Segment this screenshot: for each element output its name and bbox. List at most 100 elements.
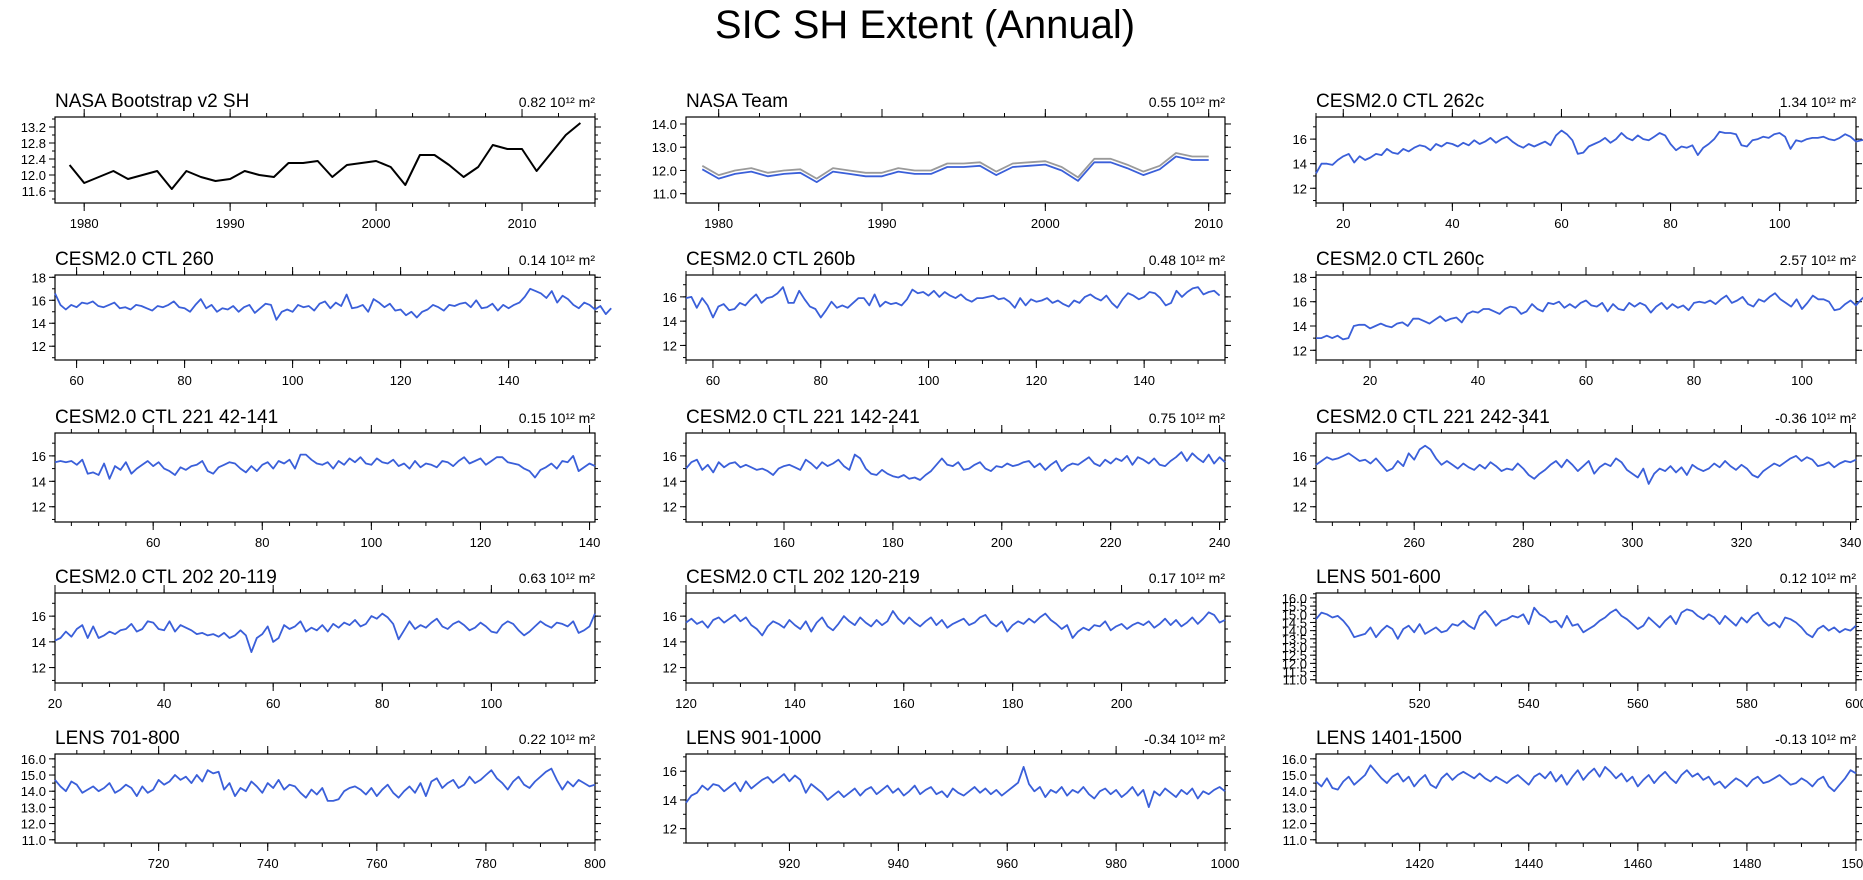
- y-tick-label: 14: [663, 793, 677, 808]
- panel-title: LENS 701-800: [55, 728, 180, 749]
- chart-panel-12: LENS 501-600 0.12 10¹² m² 11.011.512.012.5…: [1282, 567, 1863, 711]
- y-tick-label: 16: [663, 609, 677, 624]
- x-tick-label: 120: [390, 373, 412, 388]
- panel-trend-label: -0.36 10¹² m²: [1775, 410, 1856, 426]
- x-tick-label: 80: [814, 373, 828, 388]
- y-tick-label: 12: [663, 338, 677, 353]
- x-tick-label: 2000: [1031, 216, 1060, 231]
- x-tick-label: 1480: [1732, 856, 1761, 871]
- y-tick-label: 12: [32, 661, 46, 676]
- panel-title: CESM2.0 CTL 260c: [1316, 249, 1484, 270]
- y-tick-label: 12.5: [1282, 648, 1307, 663]
- x-tick-label: 1420: [1405, 856, 1434, 871]
- y-tick-label: 14: [663, 314, 677, 329]
- trend-value: 0.82: [519, 94, 550, 110]
- y-tick-label: 11.0: [22, 833, 46, 848]
- series-line: [1315, 606, 1857, 640]
- plot-frame: [1315, 753, 1857, 844]
- y-tick-label: 12.0: [21, 168, 46, 183]
- y-tick-label: 12: [663, 822, 677, 837]
- y-tick-label: 11.5: [1283, 665, 1307, 680]
- series-line: [701, 155, 1209, 184]
- panel-title: CESM2.0 CTL 202 120-219: [686, 567, 920, 588]
- plot-frame: [685, 753, 1226, 844]
- panel-title: CESM2.0 CTL 221 42-141: [55, 407, 278, 428]
- trend-value: 2.57: [1780, 252, 1811, 268]
- x-tick-label: 60: [146, 535, 160, 550]
- trend-unit: 10¹² m²: [1180, 252, 1225, 268]
- x-tick-label: 260: [1403, 535, 1425, 550]
- series-line: [1315, 764, 1857, 793]
- y-tick-label: 13.0: [652, 140, 677, 155]
- y-tick-label: 14.0: [1282, 784, 1307, 799]
- panel-trend-label: 0.55 10¹² m²: [1149, 94, 1226, 110]
- x-tick-label: 20: [1336, 216, 1350, 231]
- trend-value: 1.34: [1780, 94, 1811, 110]
- x-tick-label: 1980: [704, 216, 733, 231]
- y-tick-label: 14: [1293, 157, 1307, 172]
- chart-panel-7: CESM2.0 CTL 221 42-141 0.15 10¹² m² 12 14 16…: [32, 407, 601, 550]
- x-tick-label: 2010: [1194, 216, 1223, 231]
- plot-frame: [1315, 432, 1857, 523]
- x-tick-label: 720: [148, 856, 170, 871]
- trend-value: 0.48: [1149, 252, 1180, 268]
- y-tick-label: 12: [663, 661, 677, 676]
- x-tick-label: 2000: [362, 216, 391, 231]
- y-tick-label: 14: [32, 635, 46, 650]
- series-line: [685, 451, 1226, 481]
- chart-panel-8: CESM2.0 CTL 221 142-241 0.75 10¹² m² 12 14 1…: [663, 407, 1231, 550]
- panel-title: LENS 901-1000: [686, 728, 821, 749]
- panel-title: NASA Bootstrap v2 SH: [55, 91, 249, 112]
- y-tick-label: 12.8: [21, 136, 46, 151]
- y-tick-label: 14.5: [1282, 615, 1307, 630]
- series-line: [701, 152, 1209, 180]
- series-line: [68, 122, 582, 190]
- x-tick-label: 560: [1627, 696, 1649, 711]
- x-tick-label: 100: [282, 373, 304, 388]
- x-tick-label: 520: [1409, 696, 1431, 711]
- x-tick-label: 980: [1105, 856, 1127, 871]
- y-tick-label: 14.0: [21, 784, 46, 799]
- trend-unit: 10¹² m²: [550, 570, 595, 586]
- trend-value: 0.22: [519, 731, 550, 747]
- trend-unit: 10¹² m²: [550, 94, 595, 110]
- x-tick-label: 160: [773, 535, 795, 550]
- x-tick-label: 240: [1209, 535, 1231, 550]
- x-tick-label: 40: [157, 696, 171, 711]
- chart-panel-15: LENS 1401-1500 -0.13 10¹² m²11.012.013.01…: [1282, 728, 1863, 871]
- x-tick-label: 940: [887, 856, 909, 871]
- y-tick-label: 16: [1293, 295, 1307, 310]
- panel-trend-label: 0.75 10¹² m²: [1149, 410, 1226, 426]
- x-tick-label: 20: [48, 696, 62, 711]
- trend-unit: 10¹² m²: [1811, 731, 1856, 747]
- trend-unit: 10¹² m²: [1180, 731, 1225, 747]
- series-line: [54, 612, 596, 653]
- y-tick-label: 12: [663, 500, 677, 515]
- y-tick-label: 13.0: [1282, 640, 1307, 655]
- trend-unit: 10¹² m²: [1180, 94, 1225, 110]
- x-tick-label: 40: [1445, 216, 1459, 231]
- panel-trend-label: -0.13 10¹² m²: [1775, 731, 1856, 747]
- x-tick-label: 60: [1554, 216, 1568, 231]
- panel-title: CESM2.0 CTL 221 142-241: [686, 407, 920, 428]
- x-tick-label: 800: [584, 856, 606, 871]
- plot-frame: [54, 432, 596, 523]
- x-tick-label: 200: [991, 535, 1013, 550]
- panel-title: NASA Team: [686, 91, 788, 112]
- y-tick-label: 15.0: [1282, 607, 1307, 622]
- y-tick-label: 15.5: [1282, 599, 1307, 614]
- y-tick-label: 11.0: [653, 187, 677, 202]
- trend-value: -0.34: [1144, 731, 1180, 747]
- panel-trend-label: 0.15 10¹² m²: [519, 410, 596, 426]
- x-tick-label: 180: [1002, 696, 1024, 711]
- x-tick-label: 540: [1518, 696, 1540, 711]
- x-tick-label: 80: [255, 535, 269, 550]
- y-tick-label: 12.0: [1282, 656, 1307, 671]
- y-tick-label: 16: [663, 290, 677, 305]
- y-tick-label: 12.4: [21, 152, 46, 167]
- trend-value: 0.15: [519, 410, 550, 426]
- y-tick-label: 16: [663, 449, 677, 464]
- y-tick-label: 14: [32, 474, 46, 489]
- x-tick-label: 80: [1687, 373, 1701, 388]
- chart-panel-10: CESM2.0 CTL 202 20-119 0.63 10¹² m² 12 14 16…: [32, 567, 601, 711]
